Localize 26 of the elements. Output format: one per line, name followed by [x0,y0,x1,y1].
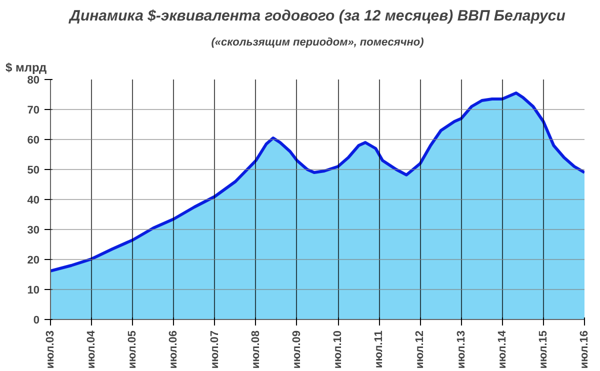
x-tick-label: июл.09 [290,330,303,369]
y-tick-label: 0 [33,314,40,326]
y-tick-label: 30 [27,224,40,236]
x-tick-label: июл.06 [168,330,180,369]
x-tick-label: июл.16 [578,330,590,369]
x-tick-label: июл.11 [373,330,386,368]
x-tick-label: июл.08 [250,330,262,369]
y-tick-label: 40 [27,194,40,206]
y-tick-label: 50 [27,164,40,176]
y-tick-label: 10 [27,284,40,296]
chart-title: Динамика $-эквивалента годового (за 12 месяцев) ВВП Беларуси [68,8,566,24]
x-tick-label: июл.15 [537,330,550,369]
x-tick-label: июл.12 [414,330,426,369]
x-tick-label: июл.13 [455,330,468,369]
x-tick-label: июл.10 [332,330,344,369]
y-axis-title: $ млрд [6,60,48,74]
chart-subtitle: («скользящим периодом», помесячно) [211,36,424,48]
x-tick-label: июл.05 [126,330,139,369]
y-tick-label: 20 [27,254,40,266]
x-tick-label: июл.03 [44,330,56,369]
x-tick-label: июл.14 [496,330,508,369]
x-tick-label: июл.04 [86,330,98,369]
y-tick-label: 60 [27,134,40,146]
x-tick-label: июл.07 [208,330,221,369]
y-tick-label: 80 [27,74,40,86]
y-tick-label: 70 [27,104,40,116]
